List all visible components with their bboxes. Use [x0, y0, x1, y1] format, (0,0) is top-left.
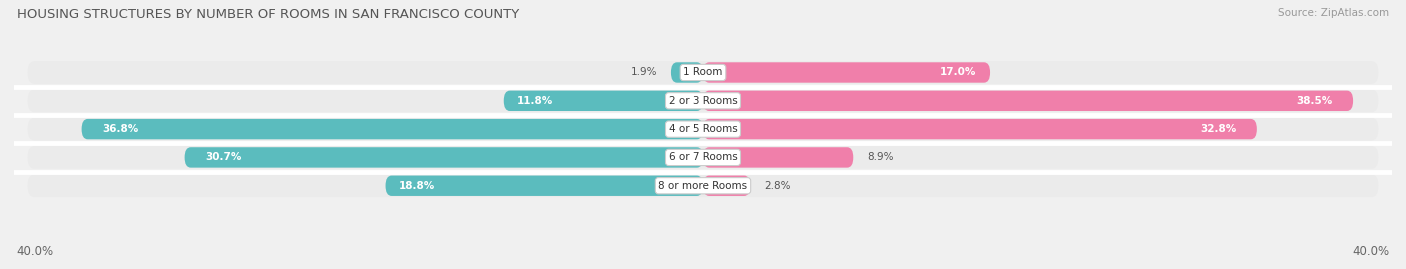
FancyBboxPatch shape: [703, 91, 1353, 111]
Text: 4 or 5 Rooms: 4 or 5 Rooms: [669, 124, 737, 134]
Text: 30.7%: 30.7%: [205, 153, 242, 162]
Text: 1 Room: 1 Room: [683, 68, 723, 77]
Text: 2.8%: 2.8%: [763, 181, 790, 191]
FancyBboxPatch shape: [184, 147, 703, 168]
FancyBboxPatch shape: [385, 176, 703, 196]
FancyBboxPatch shape: [671, 62, 703, 83]
FancyBboxPatch shape: [28, 61, 1378, 84]
Text: HOUSING STRUCTURES BY NUMBER OF ROOMS IN SAN FRANCISCO COUNTY: HOUSING STRUCTURES BY NUMBER OF ROOMS IN…: [17, 8, 519, 21]
Text: Source: ZipAtlas.com: Source: ZipAtlas.com: [1278, 8, 1389, 18]
Text: 8.9%: 8.9%: [866, 153, 893, 162]
FancyBboxPatch shape: [28, 90, 1378, 112]
Text: 18.8%: 18.8%: [399, 181, 436, 191]
FancyBboxPatch shape: [28, 118, 1378, 140]
Text: 32.8%: 32.8%: [1201, 124, 1237, 134]
FancyBboxPatch shape: [703, 147, 853, 168]
Text: 40.0%: 40.0%: [1353, 245, 1389, 258]
Text: 11.8%: 11.8%: [517, 96, 554, 106]
FancyBboxPatch shape: [28, 174, 1378, 197]
Text: 6 or 7 Rooms: 6 or 7 Rooms: [669, 153, 737, 162]
FancyBboxPatch shape: [703, 62, 990, 83]
Text: 17.0%: 17.0%: [941, 68, 977, 77]
Text: 40.0%: 40.0%: [17, 245, 53, 258]
FancyBboxPatch shape: [82, 119, 703, 139]
FancyBboxPatch shape: [28, 146, 1378, 169]
Text: 36.8%: 36.8%: [101, 124, 138, 134]
FancyBboxPatch shape: [503, 91, 703, 111]
Text: 1.9%: 1.9%: [631, 68, 658, 77]
FancyBboxPatch shape: [703, 119, 1257, 139]
Text: 38.5%: 38.5%: [1296, 96, 1333, 106]
FancyBboxPatch shape: [703, 176, 751, 196]
Text: 8 or more Rooms: 8 or more Rooms: [658, 181, 748, 191]
Text: 2 or 3 Rooms: 2 or 3 Rooms: [669, 96, 737, 106]
